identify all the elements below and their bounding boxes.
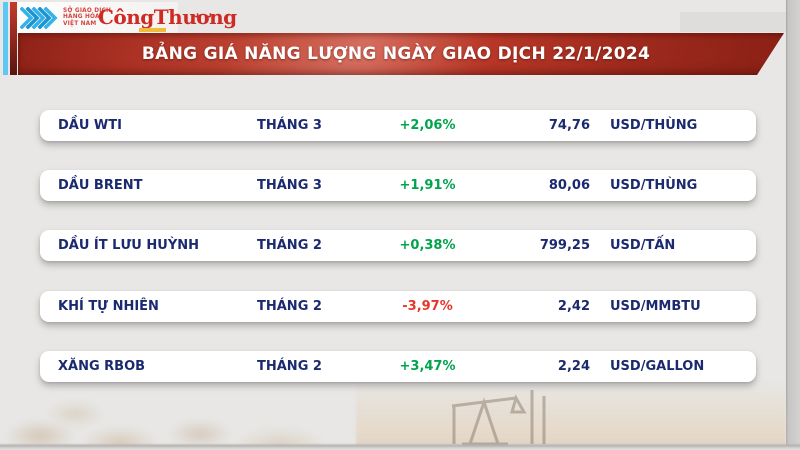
price-unit: USD/THÙNG xyxy=(610,178,698,193)
contract-month: THÁNG 2 xyxy=(257,238,322,253)
accent-bar-blue xyxy=(3,2,8,75)
price-row: DẦU ÍT LƯU HUỲNH THÁNG 2 +0,38% 799,25 U… xyxy=(40,230,756,261)
contract-month: THÁNG 2 xyxy=(257,359,322,374)
price-value: 2,24 xyxy=(557,359,590,374)
background-right-strip xyxy=(786,0,800,450)
background-gray-box xyxy=(680,12,786,32)
commodity-name: KHÍ TỰ NHIÊN xyxy=(58,299,159,314)
contract-month: THÁNG 2 xyxy=(257,299,322,314)
price-row: DẦU WTI THÁNG 3 +2,06% 74,76 USD/THÙNG xyxy=(40,110,756,141)
change-percent: +1,91% xyxy=(399,178,456,193)
commodity-name: DẦU WTI xyxy=(58,118,122,133)
contract-month: THÁNG 3 xyxy=(257,178,322,193)
price-unit: USD/THÙNG xyxy=(610,118,698,133)
commodity-name: DẦU BRENT xyxy=(58,178,143,193)
change-percent: +3,47% xyxy=(399,359,456,374)
change-percent: +0,38% xyxy=(399,238,456,253)
change-percent: +2,06% xyxy=(399,118,456,133)
page-title: BẢNG GIÁ NĂNG LƯỢNG NGÀY GIAO DỊCH 22/1/… xyxy=(141,44,651,64)
background-sacks-photo xyxy=(0,386,340,450)
background-bottom-edge xyxy=(0,443,800,450)
congthuong-tagline-bar xyxy=(139,28,166,32)
mxv-org-line: HÀNG HÓA xyxy=(63,14,100,21)
congthuong-logo: CôngThương xyxy=(98,5,237,29)
price-value: 2,42 xyxy=(557,299,590,314)
price-row: XĂNG RBOB THÁNG 2 +3,47% 2,24 USD/GALLON xyxy=(40,351,756,382)
mxv-org-line: SỞ GIAO DỊCH xyxy=(63,8,112,14)
background-warm-wash xyxy=(356,380,786,450)
price-unit: USD/GALLON xyxy=(610,359,705,374)
price-row: KHÍ TỰ NHIÊN THÁNG 2 -3,97% 2,42 USD/MMB… xyxy=(40,291,756,322)
change-percent: -3,97% xyxy=(402,299,453,314)
contract-month: THÁNG 3 xyxy=(257,118,322,133)
price-value: 799,25 xyxy=(539,238,590,253)
title-banner: BẢNG GIÁ NĂNG LƯỢNG NGÀY GIAO DỊCH 22/1/… xyxy=(18,33,784,75)
mxv-org-line: VIỆT NAM xyxy=(63,20,97,27)
commodity-name: DẦU ÍT LƯU HUỲNH xyxy=(58,238,200,253)
mxv-org-name: SỞ GIAO DỊCH HÀNG HÓA VIỆT NAM xyxy=(63,8,111,27)
price-row: DẦU BRENT THÁNG 3 +1,91% 80,06 USD/THÙNG xyxy=(40,170,756,201)
mxv-chevrons-icon xyxy=(20,7,58,29)
price-value: 74,76 xyxy=(548,118,590,133)
price-unit: USD/MMBTU xyxy=(610,299,701,314)
price-value: 80,06 xyxy=(548,178,590,193)
oil-pumpjack-icon xyxy=(451,390,546,446)
accent-bar-maroon xyxy=(10,2,17,75)
commodity-name: XĂNG RBOB xyxy=(58,359,146,374)
price-unit: USD/TẤN xyxy=(610,238,676,253)
